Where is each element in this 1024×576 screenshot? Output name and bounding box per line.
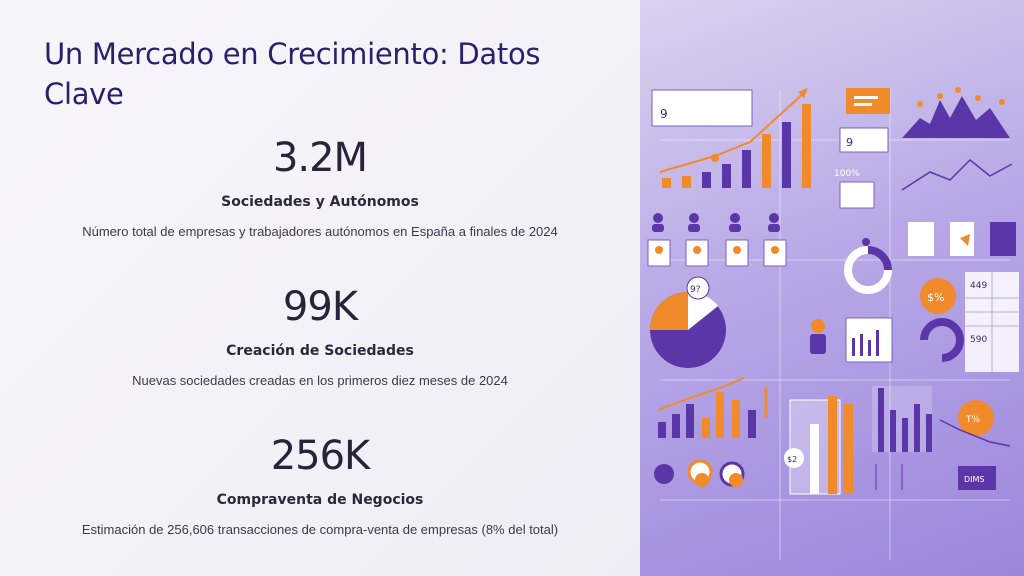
svg-text:DIMS: DIMS: [964, 475, 985, 484]
stat-description: Estimación de 256,606 transacciones de c…: [81, 522, 559, 537]
stat-block-new-companies: 99K Creación de Sociedades Nuevas socied…: [0, 285, 640, 388]
peak-chart-icon: [901, 87, 1013, 191]
stat-value: 3.2M: [272, 135, 368, 181]
stat-heading: Compraventa de Negocios: [216, 492, 424, 508]
document-cards-icon: [908, 222, 1016, 256]
business-data-illustration: 9 9 100%: [647, 87, 1019, 560]
svg-text:9: 9: [660, 107, 668, 121]
tall-bar-chart-icon: $2: [784, 396, 853, 495]
dims-badge-icon: DIMS: [875, 464, 996, 490]
money-tag-icon: $%: [920, 278, 956, 314]
stat-cards-icon: 9 100%: [834, 88, 890, 209]
bar-chart-icon: [657, 377, 768, 438]
presenter-icon: [810, 317, 964, 363]
stat-description: Número total de empresas y trabajadores …: [82, 224, 558, 239]
svg-text:449: 449: [970, 281, 987, 291]
svg-text:$%: $%: [927, 291, 944, 304]
svg-text:T%: T%: [965, 415, 980, 425]
trend-chart-icon: T%: [872, 386, 1011, 452]
svg-text:100%: 100%: [834, 169, 860, 179]
people-icons: [647, 213, 787, 267]
stat-block-transactions: 256K Compraventa de Negocios Estimación …: [0, 434, 640, 537]
stat-heading: Sociedades y Autónomos: [221, 194, 419, 210]
stat-heading: Creación de Sociedades: [226, 343, 414, 359]
svg-text:590: 590: [970, 335, 987, 345]
content-panel: Un Mercado en Crecimiento: Datos Clave 3…: [0, 0, 640, 576]
slide-title: Un Mercado en Crecimiento: Datos Clave: [44, 37, 541, 111]
stat-value: 256K: [270, 433, 371, 479]
illustration-panel: 9 9 100%: [640, 0, 1024, 576]
svg-text:9?: 9?: [690, 285, 701, 295]
stat-value: 99K: [282, 284, 358, 330]
team-icons: [654, 459, 745, 487]
stat-block-companies: 3.2M Sociedades y Autónomos Número total…: [0, 136, 640, 239]
svg-text:9: 9: [846, 136, 853, 149]
growth-chart-icon: 9: [651, 88, 811, 188]
stat-description: Nuevas sociedades creadas en los primero…: [132, 373, 508, 388]
number-table-icon: 449 590: [965, 272, 1019, 372]
donut-chart-icon: [844, 238, 892, 294]
svg-text:$2: $2: [787, 455, 797, 464]
pie-chart-icon: 9?: [650, 276, 726, 368]
